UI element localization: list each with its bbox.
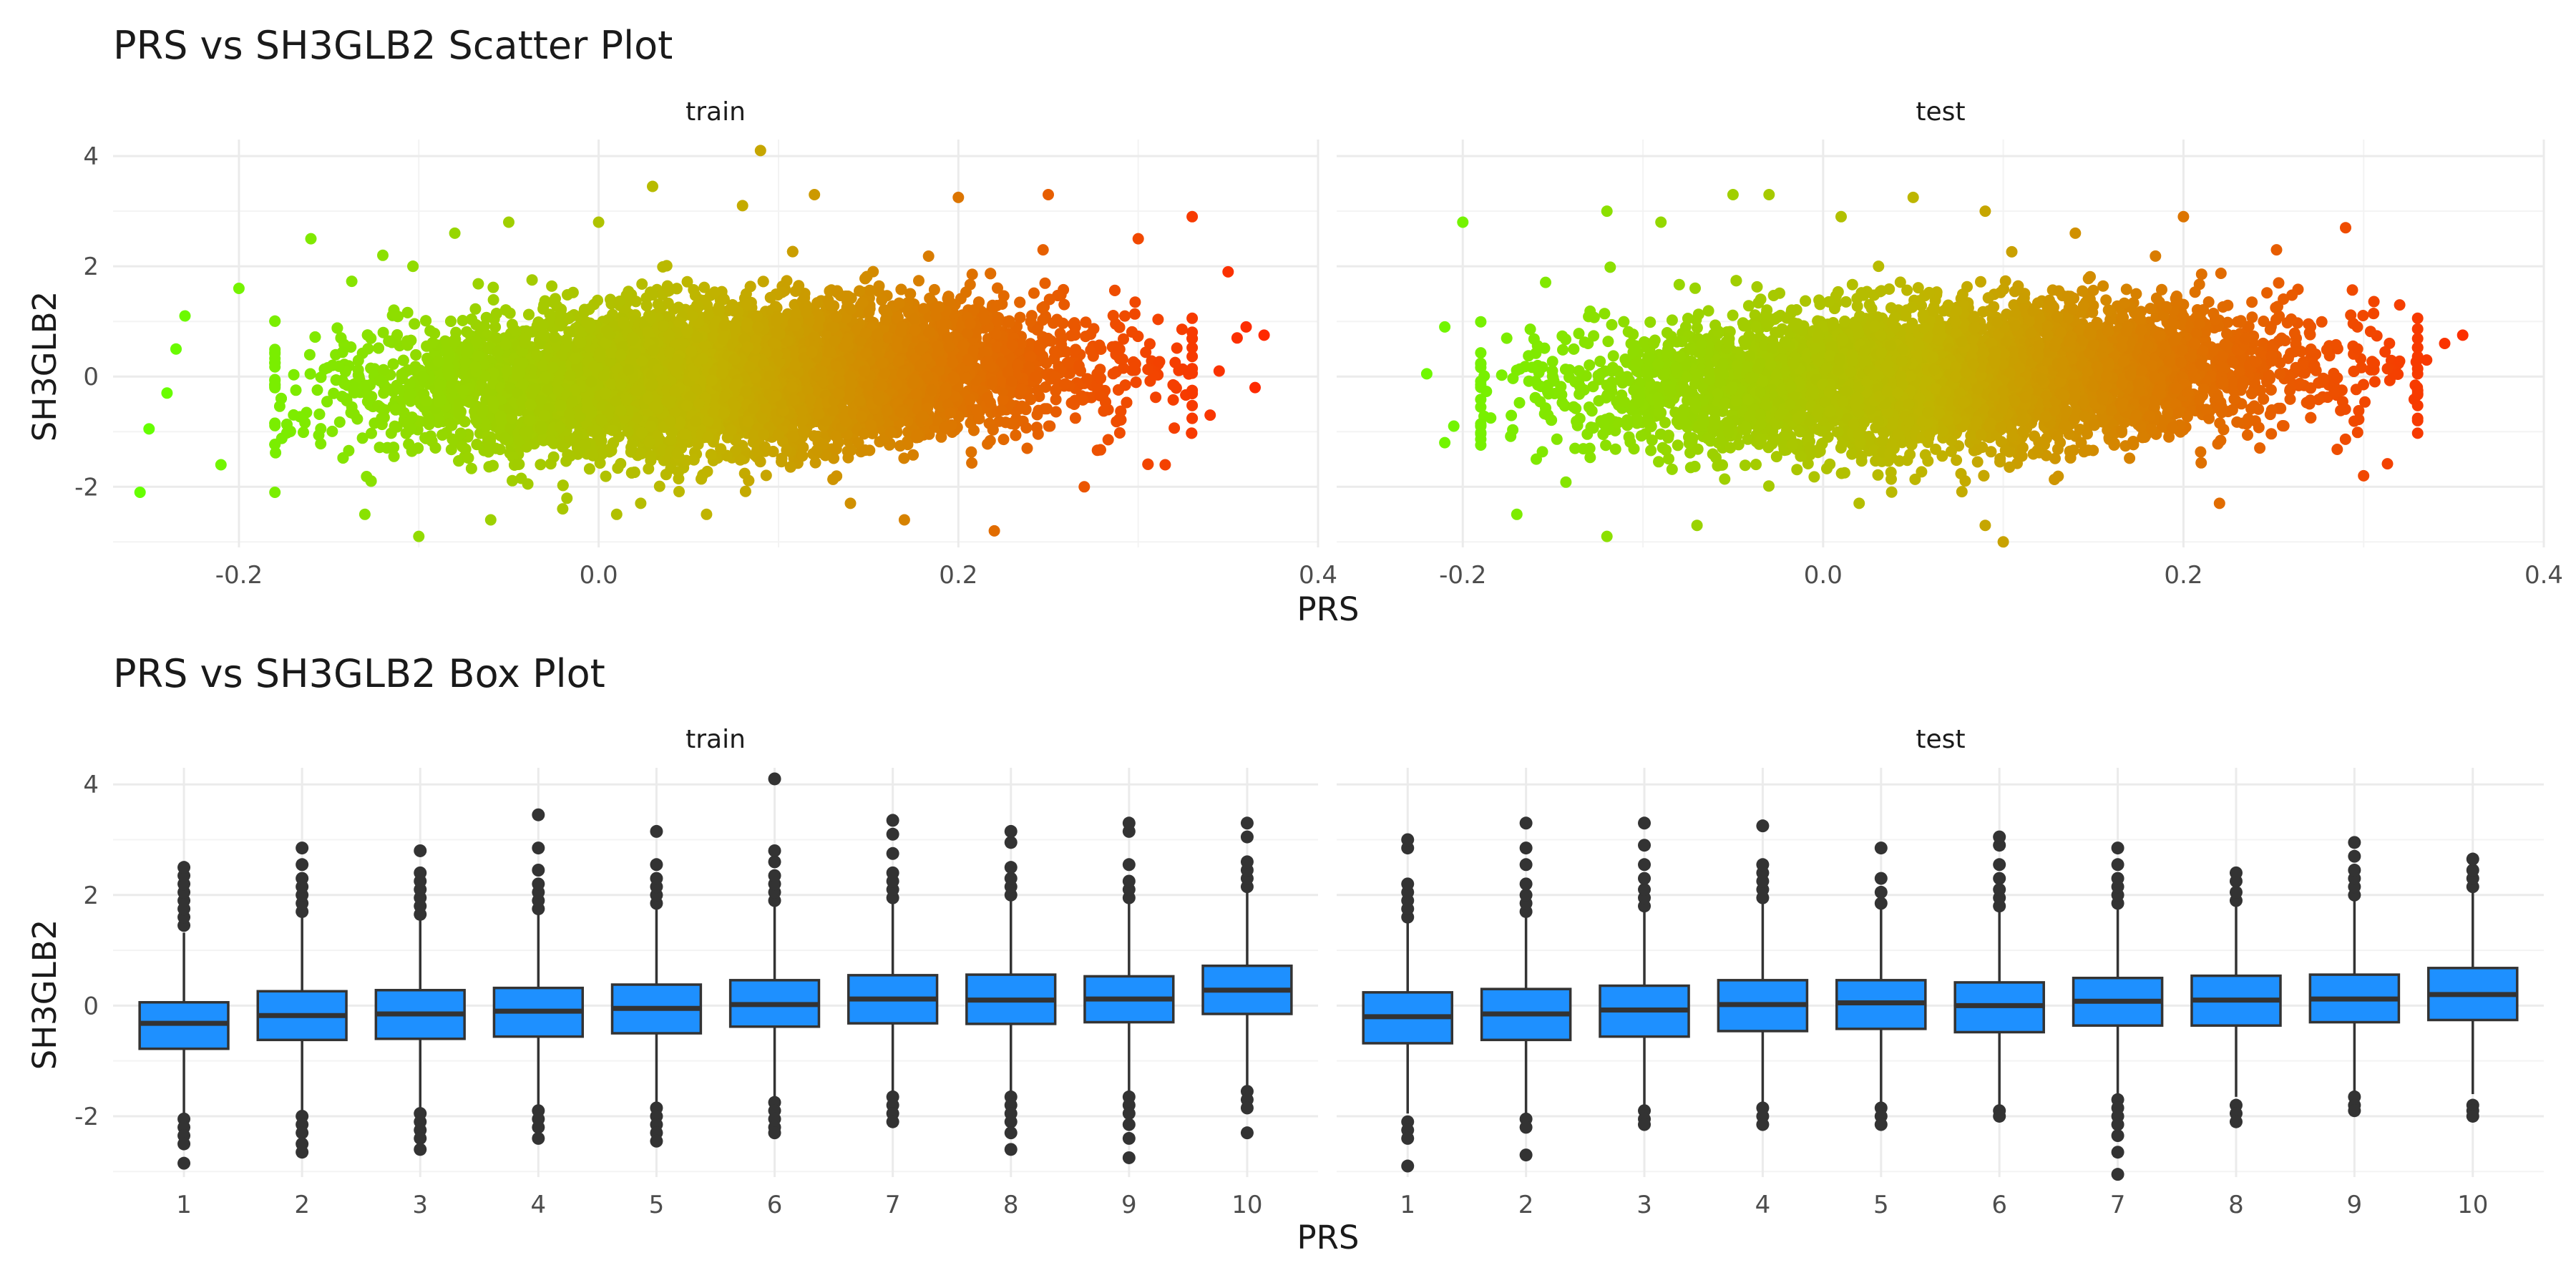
scatter-point bbox=[1021, 442, 1033, 454]
scatter-point bbox=[739, 485, 751, 497]
scatter-point bbox=[526, 274, 538, 286]
scatter-point bbox=[1119, 310, 1131, 322]
scatter-point bbox=[1118, 333, 1129, 345]
scatter-point bbox=[333, 416, 346, 428]
scatter-point bbox=[465, 462, 477, 474]
scatter-point bbox=[326, 425, 338, 437]
scatter-point bbox=[635, 497, 647, 509]
scatter-point bbox=[653, 480, 665, 492]
scatter-point bbox=[507, 474, 518, 487]
scatter-point bbox=[315, 371, 327, 384]
scatter-point-cloud bbox=[269, 244, 1199, 509]
scatter-point bbox=[592, 294, 604, 306]
scatter-point bbox=[992, 282, 1003, 294]
scatter-point bbox=[1032, 428, 1044, 440]
scatter-point bbox=[487, 281, 499, 293]
scatter-point bbox=[600, 470, 612, 482]
scatter-point bbox=[673, 486, 685, 497]
scatter-point bbox=[311, 384, 323, 396]
scatter-point bbox=[705, 449, 717, 461]
scatter-point bbox=[907, 449, 919, 461]
scatter-point bbox=[487, 294, 499, 306]
scatter-section: PRS vs SH3GLB2 Scatter Plot train test -… bbox=[26, 23, 2563, 628]
scatter-point bbox=[1050, 406, 1062, 418]
scatter-point bbox=[1028, 287, 1040, 299]
scatter-title: PRS vs SH3GLB2 Scatter Plot bbox=[113, 23, 673, 68]
scatter-point bbox=[1058, 298, 1070, 311]
scatter-point bbox=[1152, 313, 1164, 326]
scatter-point bbox=[1129, 296, 1141, 308]
scatter-strip-test: test bbox=[1916, 97, 1965, 127]
scatter-point bbox=[270, 447, 282, 459]
scatter-point bbox=[1150, 391, 1162, 404]
scatter-point bbox=[913, 275, 924, 287]
scatter-point bbox=[809, 457, 821, 469]
scatter-point bbox=[760, 469, 772, 482]
scatter-point bbox=[1069, 412, 1081, 424]
scatter-point bbox=[298, 426, 309, 439]
scatter-point bbox=[561, 492, 573, 504]
scatter-point bbox=[1186, 351, 1199, 363]
scatter-point bbox=[1169, 356, 1181, 369]
scatter-point bbox=[898, 452, 910, 464]
scatter-point bbox=[922, 250, 935, 262]
scatter-strip-train: train bbox=[686, 97, 746, 127]
scatter-point bbox=[366, 427, 377, 439]
scatter-point bbox=[546, 280, 558, 292]
scatter-point bbox=[991, 300, 1003, 311]
scatter-point bbox=[1113, 427, 1126, 439]
scatter-point bbox=[636, 278, 648, 290]
scatter-point bbox=[290, 384, 302, 396]
scatter-point bbox=[1085, 328, 1097, 341]
scatter-point bbox=[469, 303, 482, 315]
scatter-point bbox=[457, 315, 469, 326]
scatter-point bbox=[1169, 422, 1181, 434]
scatter-point bbox=[1128, 308, 1141, 320]
scatter-point bbox=[303, 348, 316, 361]
scatter-point bbox=[997, 434, 1010, 446]
